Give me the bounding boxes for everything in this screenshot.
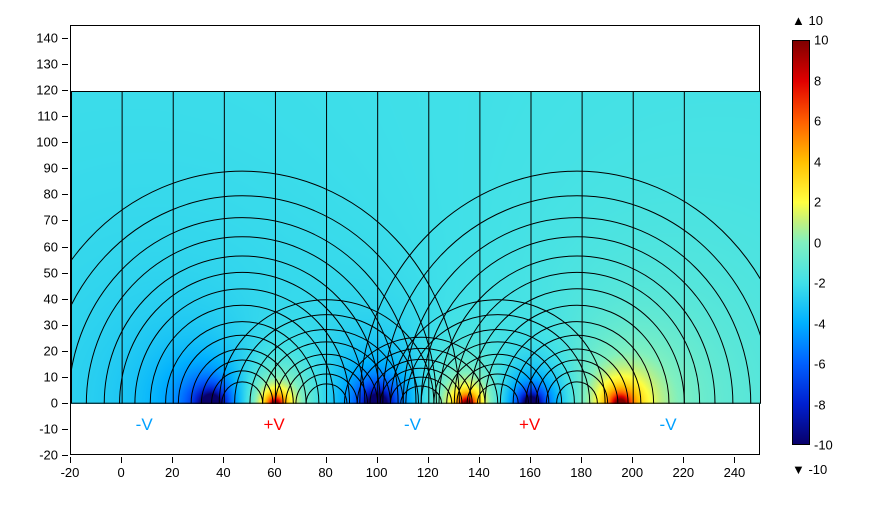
colorbar-tick-label: 0: [814, 235, 821, 250]
y-tick-mark: [62, 377, 68, 378]
x-tick-mark: [428, 457, 429, 463]
x-tick-mark: [70, 457, 71, 463]
x-tick-mark: [632, 457, 633, 463]
colorbar-tick-label: 8: [814, 73, 821, 88]
y-tick-label: 140: [10, 31, 58, 46]
y-tick-mark: [62, 142, 68, 143]
pos-electrode-label: +V: [263, 415, 284, 435]
colorbar-tick-label: -8: [814, 397, 826, 412]
y-tick-label: -10: [10, 421, 58, 436]
colorbar-tick-label: -10: [814, 438, 833, 453]
colorbar-max-marker: ▲ 10: [792, 13, 823, 28]
colorbar-tick-label: 4: [814, 154, 821, 169]
x-tick-mark: [377, 457, 378, 463]
x-tick-mark: [223, 457, 224, 463]
x-tick-label: 220: [672, 465, 694, 480]
fieldlines-svg: [71, 91, 761, 404]
y-tick-mark: [62, 64, 68, 65]
y-tick-label: 10: [10, 369, 58, 384]
x-tick-label: 120: [417, 465, 439, 480]
y-tick-label: 40: [10, 291, 58, 306]
x-tick-mark: [479, 457, 480, 463]
y-tick-mark: [62, 116, 68, 117]
x-tick-mark: [326, 457, 327, 463]
y-tick-label: -20: [10, 448, 58, 463]
neg-electrode-label: -V: [136, 415, 153, 435]
y-tick-mark: [62, 168, 68, 169]
x-tick-label: 0: [117, 465, 124, 480]
y-tick-mark: [62, 299, 68, 300]
colorbar: [792, 40, 810, 445]
colorbar-tick-label: 2: [814, 195, 821, 210]
x-tick-mark: [172, 457, 173, 463]
y-tick-label: 120: [10, 83, 58, 98]
y-axis: -20-100102030405060708090100110120130140: [10, 25, 68, 455]
y-tick-mark: [62, 351, 68, 352]
field-heatmap: [71, 91, 761, 404]
y-tick-mark: [62, 403, 68, 404]
y-tick-mark: [62, 247, 68, 248]
y-tick-mark: [62, 455, 68, 456]
colorbar-tick-label: 10: [814, 33, 828, 48]
x-tick-label: 200: [621, 465, 643, 480]
x-tick-label: 40: [216, 465, 230, 480]
x-tick-mark: [274, 457, 275, 463]
plot-area: -V +V -V +V -V: [70, 25, 760, 455]
y-tick-label: 90: [10, 161, 58, 176]
colorbar-min-marker: ▼ -10: [792, 462, 827, 477]
neg-electrode-label: -V: [404, 415, 421, 435]
pos-electrode-label: +V: [519, 415, 540, 435]
colorbar-tick-label: 6: [814, 114, 821, 129]
y-tick-label: 30: [10, 317, 58, 332]
y-tick-mark: [62, 38, 68, 39]
colorbar-tick-label: -6: [814, 357, 826, 372]
y-tick-label: 130: [10, 57, 58, 72]
y-tick-mark: [62, 194, 68, 195]
y-tick-label: 70: [10, 213, 58, 228]
x-tick-mark: [121, 457, 122, 463]
y-tick-mark: [62, 90, 68, 91]
x-tick-label: 60: [267, 465, 281, 480]
x-tick-label: 180: [570, 465, 592, 480]
x-tick-label: 80: [318, 465, 332, 480]
chart-container: -20-100102030405060708090100110120130140…: [10, 10, 864, 497]
y-tick-mark: [62, 325, 68, 326]
y-tick-mark: [62, 429, 68, 430]
colorbar-container: ▲ 10 ▼ -10 -10-8-6-4-20246810: [784, 25, 864, 475]
colorbar-tick-label: -4: [814, 316, 826, 331]
y-tick-label: 100: [10, 135, 58, 150]
y-tick-mark: [62, 220, 68, 221]
x-tick-label: 100: [366, 465, 388, 480]
x-tick-label: 240: [724, 465, 746, 480]
y-tick-label: 60: [10, 239, 58, 254]
y-tick-label: 50: [10, 265, 58, 280]
y-tick-label: 110: [10, 109, 58, 124]
x-tick-label: -20: [61, 465, 80, 480]
neg-electrode-label: -V: [660, 415, 677, 435]
x-tick-mark: [530, 457, 531, 463]
y-tick-label: 20: [10, 343, 58, 358]
x-tick-label: 160: [519, 465, 541, 480]
x-axis: -20020406080100120140160180200220240: [70, 457, 760, 487]
y-tick-mark: [62, 273, 68, 274]
y-tick-label: 0: [10, 395, 58, 410]
x-tick-label: 140: [468, 465, 490, 480]
y-tick-label: 80: [10, 187, 58, 202]
colorbar-tick-label: -2: [814, 276, 826, 291]
x-tick-label: 20: [165, 465, 179, 480]
x-tick-mark: [734, 457, 735, 463]
x-tick-mark: [581, 457, 582, 463]
x-tick-mark: [683, 457, 684, 463]
